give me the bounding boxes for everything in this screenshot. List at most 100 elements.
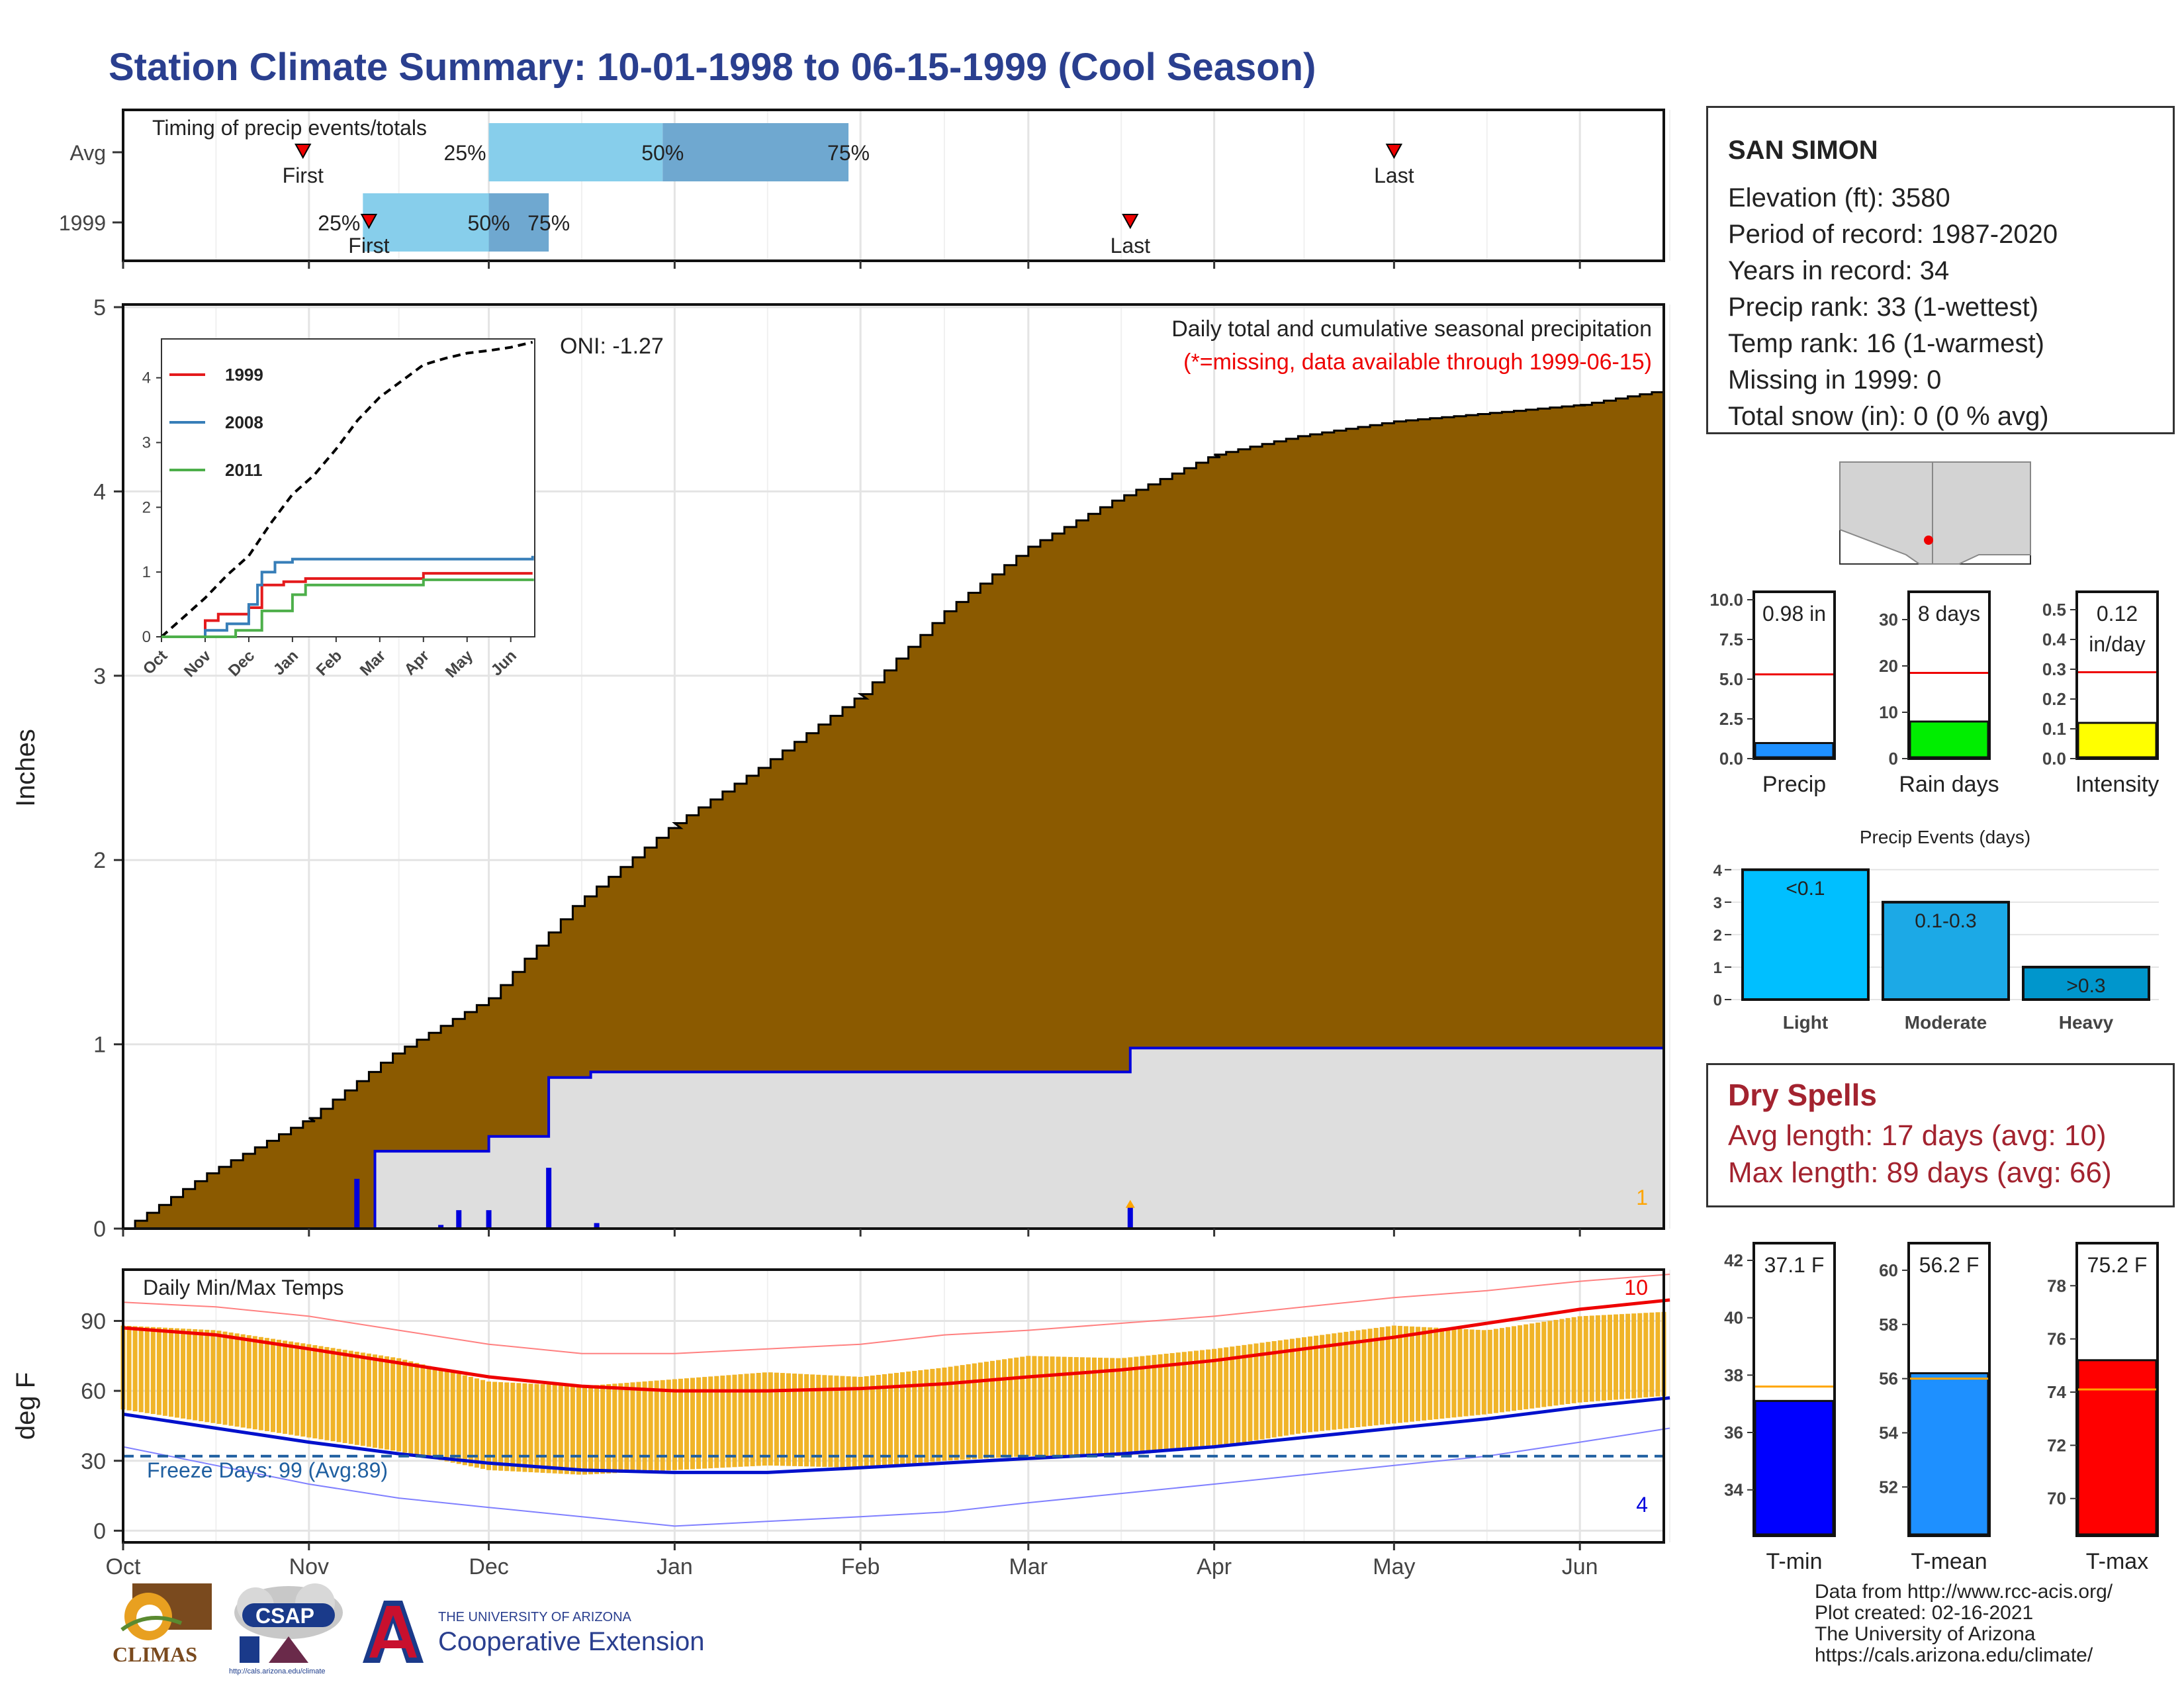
daily-temp-bar [372, 1354, 377, 1448]
station-years: Years in record: 34 [1728, 256, 1950, 285]
daily-temp-bar [379, 1355, 384, 1449]
timing-last-marker [1385, 144, 1403, 160]
daily-temp-bar [1614, 1314, 1619, 1400]
daily-temp-bar [1518, 1325, 1523, 1411]
cumulative-ytick-label: 5 [93, 295, 106, 320]
daily-temp-bar [876, 1374, 881, 1467]
y1999-cumulative-area [123, 1048, 1664, 1229]
daily-temp-bar [1529, 1323, 1535, 1409]
daily-temp-bar [1649, 1312, 1655, 1397]
daily-temp-bar [852, 1376, 857, 1468]
daily-temp-bar [396, 1358, 402, 1452]
daily-temp-bar [660, 1380, 665, 1471]
daily-temp-bar [390, 1357, 396, 1451]
daily-temp-bar [738, 1374, 743, 1467]
timing-title: Timing of precip events/totals [152, 116, 427, 140]
daily-temp-bar [1391, 1325, 1396, 1424]
daily-temp-bar [1512, 1326, 1517, 1411]
dry-spells-max: Max length: 89 days (avg: 66) [1728, 1156, 2112, 1189]
daily-temp-bar [246, 1335, 251, 1429]
daily-temp-bar [1547, 1321, 1553, 1407]
daily-temp-bar [1499, 1328, 1504, 1413]
inset-legend-label: 1999 [225, 365, 263, 385]
precip-small-1-ytick-label: 10 [1879, 702, 1898, 722]
daily-temp-bar [1079, 1357, 1085, 1456]
daily-temp-bar [1146, 1355, 1151, 1454]
daily-temp-bar [726, 1375, 731, 1468]
daily-temp-bar [1026, 1356, 1031, 1456]
temps-month-label: Jun [1562, 1554, 1598, 1579]
daily-temp-bar [1338, 1333, 1343, 1429]
inset-month-label: Mar [357, 647, 389, 679]
daily-temp-bar [1277, 1340, 1283, 1437]
events-bar-moderate [1882, 900, 2010, 1002]
daily-precip-bar [486, 1210, 492, 1229]
temps-count-hi: 10 [1624, 1276, 1648, 1299]
daily-temp-bar [300, 1343, 306, 1437]
daily-temp-bar [1589, 1315, 1594, 1402]
daily-temp-bar [887, 1373, 893, 1466]
daily-temp-bar [228, 1332, 234, 1426]
daily-temp-bar [762, 1372, 767, 1466]
daily-temp-bar [150, 1327, 156, 1415]
temp-small-1-ytick-label: 52 [1879, 1477, 1898, 1497]
temps-ylabel: deg F [11, 1372, 40, 1440]
daily-temp-bar [906, 1371, 911, 1464]
daily-temp-bar [234, 1333, 240, 1427]
daily-precip-flag [1125, 1199, 1135, 1208]
inset-month-label: Apr [401, 647, 433, 679]
daily-temp-bar [1008, 1358, 1013, 1458]
daily-temp-bar [936, 1368, 941, 1462]
precip-small-2-ytick-label: 0.5 [2042, 600, 2066, 620]
daily-temp-bar [1416, 1327, 1421, 1421]
inset-month-label: Jan [270, 647, 302, 679]
daily-temp-bar [216, 1331, 222, 1425]
daily-temp-bar [1422, 1327, 1427, 1421]
events-title: Precip Events (days) [1860, 827, 2030, 847]
daily-temp-bar [486, 1382, 492, 1470]
daily-temp-bar [672, 1379, 677, 1470]
daily-temp-bar [954, 1366, 959, 1460]
daily-temp-bar [606, 1384, 612, 1474]
record-min-line [122, 1427, 1670, 1527]
daily-temp-bar [1361, 1329, 1367, 1427]
daily-temp-bar [1206, 1349, 1211, 1448]
daily-temp-bar [648, 1381, 653, 1472]
daily-temp-bar [330, 1348, 336, 1442]
events-ytick-label: 3 [1713, 894, 1722, 912]
daily-temp-bar [1104, 1358, 1109, 1456]
inset-ytick-label: 1 [142, 563, 151, 581]
temp-small-0-axis-label: T-min [1766, 1549, 1823, 1574]
precip-small-1-ytick-label: 30 [1879, 610, 1898, 630]
daily-temp-bar [450, 1372, 455, 1463]
daily-temp-bar [1248, 1344, 1253, 1442]
daily-temp-bar [385, 1356, 390, 1450]
daily-temp-bar [996, 1360, 1001, 1458]
daily-temp-bar [210, 1330, 216, 1423]
temps-count-lo: 4 [1636, 1493, 1648, 1517]
daily-temp-bar [1314, 1335, 1319, 1432]
temps-ytick-label: 60 [81, 1379, 106, 1404]
precip-small-2-ytick-label: 0.4 [2042, 630, 2067, 649]
precip-small-0-ytick-label: 10.0 [1709, 590, 1743, 610]
climas-logo-text: CLIMAS [113, 1642, 197, 1666]
timing-last-label: Last [1111, 234, 1151, 258]
daily-temp-bar [522, 1383, 527, 1472]
daily-temp-bar [636, 1382, 641, 1472]
inset-month-label: Oct [140, 647, 171, 678]
precip-small-2-value-label: 0.12 [2097, 602, 2138, 626]
temp-small-1-bar [1909, 1372, 1989, 1536]
daily-temp-bar [960, 1365, 965, 1460]
temp-small-2-ytick-label: 78 [2047, 1276, 2066, 1295]
daily-temp-bar [1439, 1328, 1445, 1419]
daily-temp-bar [289, 1341, 294, 1435]
timing-first-label: First [283, 164, 324, 187]
temp-small-2-axis-label: T-max [2086, 1549, 2148, 1574]
daily-temp-bar [780, 1373, 785, 1466]
temp-small-1-ytick-label: 54 [1879, 1423, 1898, 1442]
daily-temp-bar [468, 1376, 473, 1467]
daily-temp-bar [750, 1373, 755, 1466]
daily-temp-bar [696, 1377, 702, 1470]
precip-small-0-ytick-label: 5.0 [1719, 669, 1743, 689]
